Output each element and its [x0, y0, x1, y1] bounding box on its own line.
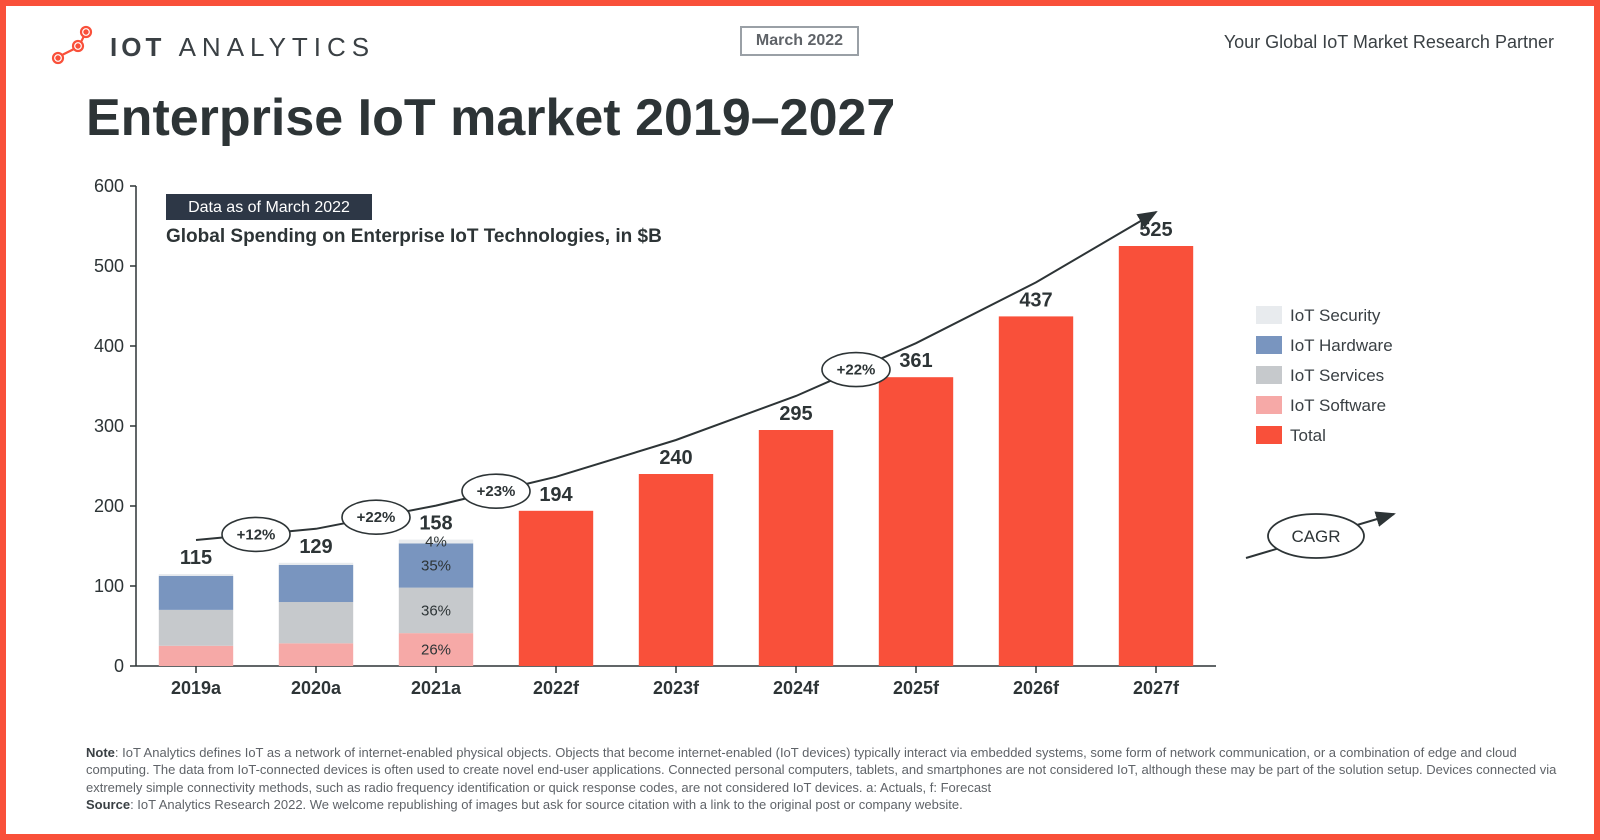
svg-text:IoT Services: IoT Services — [1290, 366, 1384, 385]
svg-text:CAGR: CAGR — [1291, 527, 1340, 546]
svg-text:+12%: +12% — [237, 526, 276, 543]
svg-text:Total: Total — [1290, 426, 1326, 445]
svg-text:129: 129 — [299, 536, 332, 558]
svg-text:100: 100 — [94, 576, 124, 596]
svg-text:400: 400 — [94, 336, 124, 356]
svg-text:600: 600 — [94, 176, 124, 196]
svg-text:36%: 36% — [421, 602, 451, 619]
svg-text:IoT Hardware: IoT Hardware — [1290, 336, 1393, 355]
svg-text:4%: 4% — [425, 533, 447, 550]
svg-text:0: 0 — [114, 656, 124, 676]
svg-text:35%: 35% — [421, 558, 451, 575]
svg-text:Data as of March 2022: Data as of March 2022 — [188, 199, 350, 216]
svg-text:+22%: +22% — [357, 509, 396, 526]
bar-chart: 0 100 200 300 400 500 600 115 2019a 129 2020a 26% 36… — [76, 176, 1526, 736]
header: IOT ANALYTICS March 2022 Your Global IoT… — [6, 6, 1594, 76]
svg-text:115: 115 — [180, 547, 212, 569]
svg-text:+23%: +23% — [477, 483, 516, 500]
logo: IOT ANALYTICS — [46, 24, 375, 70]
svg-text:194: 194 — [539, 484, 573, 506]
svg-text:IoT Security: IoT Security — [1290, 306, 1381, 325]
svg-text:2021a: 2021a — [411, 678, 462, 698]
svg-text:361: 361 — [899, 350, 932, 372]
svg-text:295: 295 — [779, 403, 812, 425]
svg-text:2019a: 2019a — [171, 678, 222, 698]
svg-text:437: 437 — [1019, 289, 1052, 311]
footnote: Note: IoT Analytics defines IoT as a net… — [86, 744, 1558, 814]
svg-text:300: 300 — [94, 416, 124, 436]
page-title: Enterprise IoT market 2019–2027 — [6, 76, 1594, 148]
svg-text:26%: 26% — [421, 642, 451, 659]
chart-container: 0 100 200 300 400 500 600 115 2019a 129 2020a 26% 36… — [76, 176, 1526, 736]
svg-text:158: 158 — [419, 513, 452, 535]
svg-text:Global Spending on Enterprise: Global Spending on Enterprise IoT Techno… — [166, 226, 662, 247]
svg-text:+22%: +22% — [837, 362, 876, 379]
svg-text:2023f: 2023f — [653, 678, 700, 698]
svg-text:525: 525 — [1139, 219, 1172, 241]
logo-icon — [46, 24, 96, 70]
tagline: Your Global IoT Market Research Partner — [1224, 32, 1554, 53]
svg-text:2026f: 2026f — [1013, 678, 1060, 698]
svg-text:IoT Software: IoT Software — [1290, 396, 1386, 415]
svg-text:2027f: 2027f — [1133, 678, 1180, 698]
svg-text:2020a: 2020a — [291, 678, 342, 698]
svg-text:500: 500 — [94, 256, 124, 276]
logo-text: IOT ANALYTICS — [110, 32, 375, 63]
date-pill: March 2022 — [740, 26, 859, 56]
svg-text:240: 240 — [659, 447, 692, 469]
svg-text:2025f: 2025f — [893, 678, 940, 698]
svg-text:200: 200 — [94, 496, 124, 516]
svg-text:2022f: 2022f — [533, 678, 580, 698]
svg-text:2024f: 2024f — [773, 678, 820, 698]
